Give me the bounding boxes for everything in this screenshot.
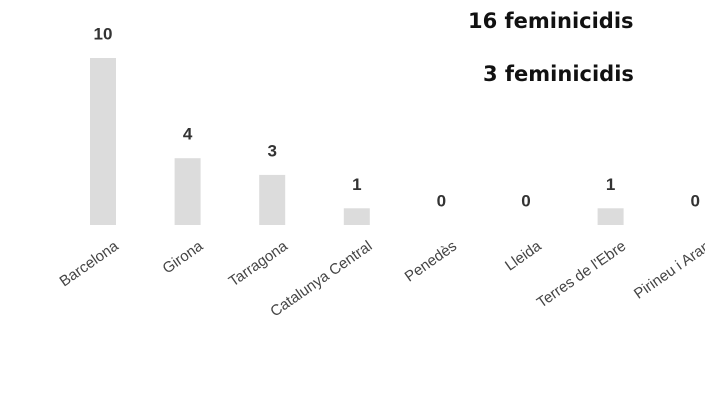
x-tick-label: Girona <box>160 237 207 277</box>
bar <box>259 174 286 225</box>
value-label: 10 <box>94 24 113 43</box>
bar <box>343 208 370 225</box>
x-tick-label: Penedès <box>402 238 460 286</box>
value-label: 0 <box>690 191 699 210</box>
x-tick-label: Terres de l'Ebre <box>534 238 629 312</box>
value-label: 1 <box>606 175 615 194</box>
bar <box>597 208 624 225</box>
annotation: 3 feminicidis <box>483 62 634 86</box>
value-label: 0 <box>521 191 530 210</box>
annotation: 16 feminicidis <box>468 9 634 33</box>
value-label: 4 <box>183 125 193 144</box>
x-tick-label: Tarragona <box>226 237 292 290</box>
x-tick-label: Pirineu i Aran <box>631 238 705 303</box>
value-label: 3 <box>267 141 276 160</box>
value-label: 1 <box>352 175 361 194</box>
bar <box>174 158 201 225</box>
x-tick-label: Barcelona <box>56 237 122 290</box>
x-tick-label: Lleida <box>502 237 545 274</box>
value-label: 0 <box>437 191 446 210</box>
bar <box>90 58 116 225</box>
